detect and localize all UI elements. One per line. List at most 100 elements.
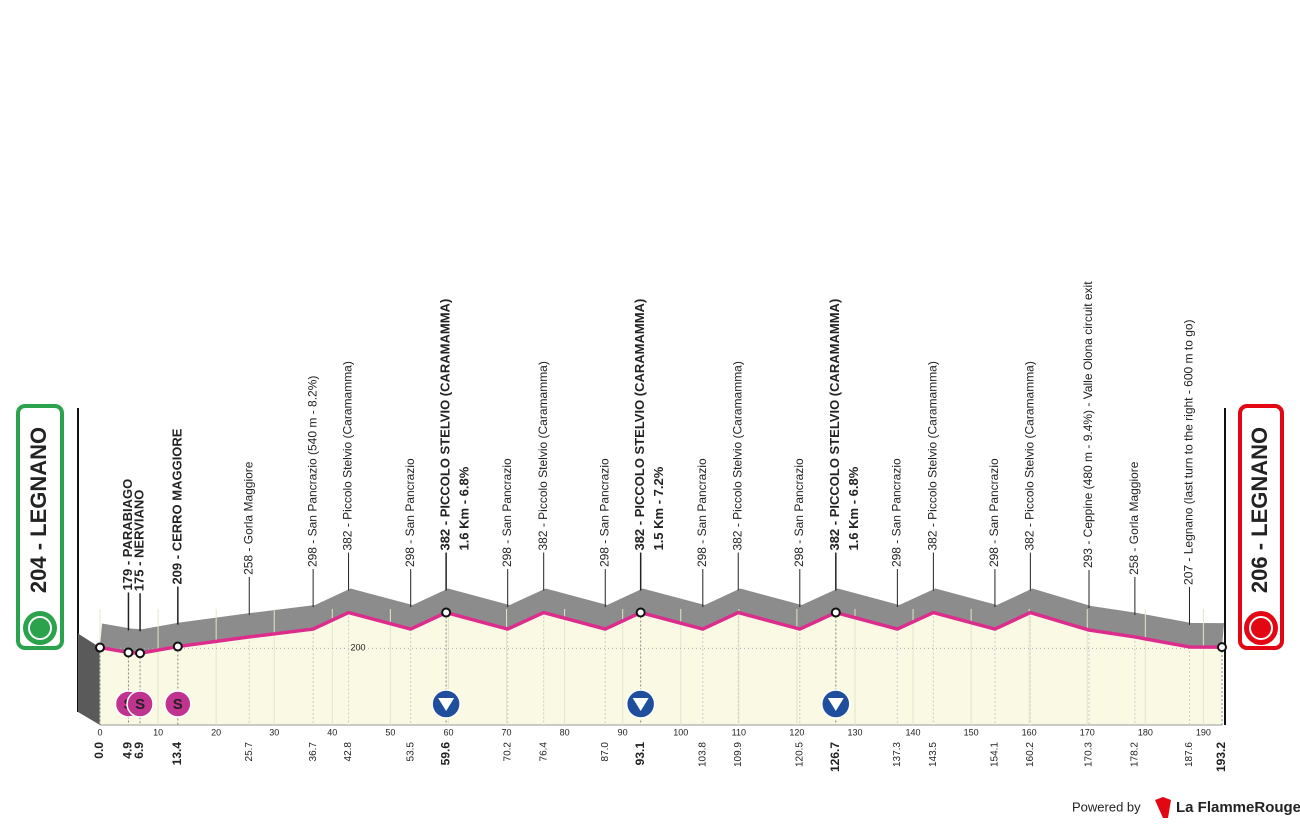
sprint-icon-label: S: [173, 696, 183, 713]
km-label: 25.7: [244, 742, 255, 762]
x-tick-label: 10: [153, 727, 163, 737]
waypoint-label: 258 - Gorla Maggiore: [1127, 461, 1141, 575]
waypoint-label: 382 - Piccolo Stelvio (Caramamma): [1023, 361, 1037, 550]
brand-name: La FlammeRouge: [1176, 799, 1300, 816]
climb-detail: 1.6 Km - 6.8%: [457, 466, 472, 550]
km-label: 87.0: [600, 742, 611, 762]
y-tick-label: 200: [350, 643, 365, 653]
x-tick-label: 170: [1080, 727, 1095, 737]
waypoint-label: 298 - San Pancrazio: [695, 458, 709, 567]
x-tick-label: 180: [1138, 727, 1153, 737]
waypoint-dot: [135, 648, 146, 659]
km-label: 70.2: [502, 742, 513, 762]
km-label: 59.6: [438, 742, 452, 766]
km-label: 103.8: [697, 742, 708, 767]
sprint-icon: [164, 690, 192, 718]
kom-arrow: [632, 698, 649, 711]
x-tick-label: 80: [560, 727, 570, 737]
waypoint-label: 175 - NERVIANO: [132, 490, 147, 592]
waypoint-label: 382 - PICCOLO STELVIO (CARAMAMMA): [438, 299, 453, 551]
km-label: 4.9: [121, 742, 135, 759]
x-tick-label: 130: [847, 727, 862, 737]
finish-label: 206 - LEGNANO: [1247, 427, 1272, 593]
km-label: 76.4: [538, 742, 549, 762]
km-label: 193.2: [1214, 742, 1228, 772]
km-label: 137.3: [892, 742, 903, 767]
km-label: 0.0: [92, 742, 106, 759]
start-icon: [23, 611, 57, 645]
climb-detail: 1.5 Km - 7.2%: [651, 466, 666, 550]
waypoint-label: 298 - San Pancrazio: [403, 458, 417, 567]
sprint-icon-label: S: [135, 696, 145, 713]
waypoint-label: 298 - San Pancrazio: [597, 458, 611, 567]
km-label: 13.4: [170, 742, 184, 766]
finish-icon-ring: [1249, 616, 1273, 640]
x-tick-label: 160: [1022, 727, 1037, 737]
x-tick-label: 90: [618, 727, 628, 737]
waypoint-label: 298 - San Pancrazio: [987, 458, 1001, 567]
km-label: 126.7: [828, 742, 842, 772]
waypoint-label: 258 - Gorla Maggiore: [241, 461, 255, 575]
x-tick-label: 30: [269, 727, 279, 737]
waypoint-label: 293 - Ceppine (480 m - 9.4%) - Valle Olo…: [1081, 281, 1095, 568]
waypoint-label: 382 - Piccolo Stelvio (Caramamma): [536, 361, 550, 550]
waypoint-dot: [830, 607, 841, 618]
x-tick-label: 110: [732, 727, 746, 737]
waypoint-label: 209 - CERRO MAGGIORE: [169, 428, 184, 584]
km-label: 143.5: [928, 742, 939, 767]
x-tick-label: 40: [327, 727, 337, 737]
start-icon-ring: [28, 616, 52, 640]
relief-wall: [78, 633, 100, 725]
km-label: 42.8: [343, 742, 354, 762]
km-label: 170.3: [1084, 742, 1095, 767]
waypoint-dot: [172, 641, 183, 652]
waypoint-label: 382 - Piccolo Stelvio (Caramamma): [926, 361, 940, 550]
x-tick-label: 150: [964, 727, 979, 737]
waypoint-label: 382 - PICCOLO STELVIO (CARAMAMMA): [632, 299, 647, 551]
waypoint-dot: [635, 607, 646, 618]
waypoint-dot: [441, 607, 452, 618]
km-label: 178.2: [1130, 742, 1141, 767]
waypoint-label: 207 - Legnano (last turn to the right - …: [1182, 319, 1196, 585]
start-label: 204 - LEGNANO: [26, 427, 51, 593]
km-label: 53.5: [405, 742, 416, 762]
waypoint-label: 298 - San Pancrazio: [890, 458, 904, 567]
finish-icon: [1244, 611, 1278, 645]
waypoint-dot: [123, 647, 134, 658]
x-tick-label: 140: [906, 727, 921, 737]
km-label: 187.6: [1184, 742, 1195, 767]
waypoint-dot: [1217, 642, 1227, 653]
x-tick-label: 70: [502, 727, 512, 737]
x-tick-label: 50: [385, 727, 395, 737]
x-tick-label: 20: [211, 727, 221, 737]
start-box: [16, 404, 64, 650]
waypoint-label: 382 - Piccolo Stelvio (Caramamma): [730, 361, 744, 550]
waypoint-dot: [95, 642, 105, 653]
powered-by: Powered by: [1072, 799, 1141, 814]
km-label: 109.9: [733, 742, 744, 767]
waypoint-label: 298 - San Pancrazio: [792, 458, 806, 567]
x-tick-label: 190: [1196, 727, 1211, 737]
waypoint-label: 382 - PICCOLO STELVIO (CARAMAMMA): [827, 299, 842, 551]
profile-fill: [100, 612, 1222, 725]
km-label: 93.1: [633, 742, 647, 766]
x-tick-label: 120: [789, 727, 804, 737]
x-tick-label: 60: [443, 727, 453, 737]
finish-box: [1238, 404, 1284, 650]
x-tick-label: 0: [97, 727, 102, 737]
km-label: 154.1: [990, 742, 1001, 767]
x-tick-label: 100: [673, 727, 688, 737]
climb-detail: 1.6 Km - 6.8%: [846, 466, 861, 550]
waypoint-label: 298 - San Pancrazio (540 m - 8.2%): [305, 376, 319, 567]
km-label: 36.7: [308, 742, 319, 762]
waypoint-label: 382 - Piccolo Stelvio (Caramamma): [341, 361, 355, 550]
kom-arrow: [438, 698, 455, 711]
km-label: 6.9: [132, 742, 146, 759]
waypoint-label: 179 - PARABIAGO: [120, 479, 135, 591]
waypoint-label: 298 - San Pancrazio: [500, 458, 514, 567]
km-label: 160.2: [1025, 742, 1036, 767]
relief-shade: [100, 588, 1224, 654]
brand-logo: [1155, 797, 1171, 818]
kom-arrow: [827, 698, 844, 711]
